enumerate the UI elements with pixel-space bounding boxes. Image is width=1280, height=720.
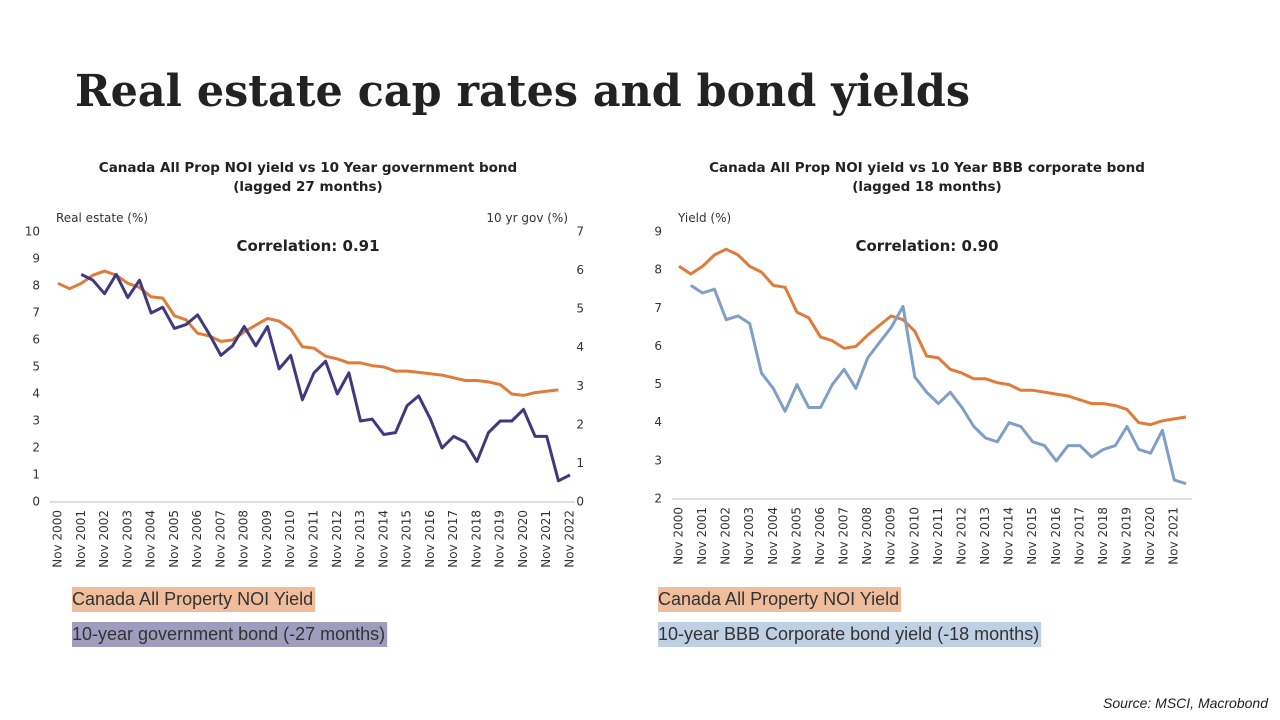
y2-axis-label: 10 yr gov (%): [486, 211, 568, 225]
x-tick-label: Nov 2009: [884, 507, 898, 565]
x-tick-label: Nov 2021: [539, 510, 553, 568]
y-tick-label: 9: [32, 252, 40, 266]
y-tick-label: 0: [32, 495, 40, 509]
series-line: [689, 284, 1187, 486]
x-tick-label: Nov 2016: [423, 510, 437, 568]
y-tick-label: 2: [654, 492, 662, 506]
x-tick-label: Nov 2019: [1120, 507, 1134, 565]
x-tick-label: Nov 2020: [516, 510, 530, 568]
x-tick-label: Nov 2003: [742, 507, 756, 565]
x-tick-label: Nov 2008: [237, 510, 251, 568]
y-tick-label: 4: [654, 415, 662, 429]
x-tick-label: Nov 2000: [672, 507, 686, 565]
x-tick-label: Nov 2022: [563, 510, 577, 568]
y2-tick-label: 2: [576, 417, 584, 431]
x-tick-label: Nov 2009: [260, 510, 274, 568]
x-tick-label: Nov 2015: [1025, 507, 1039, 565]
y-tick-label: 7: [654, 301, 662, 315]
y2-tick-label: 4: [576, 340, 584, 354]
x-tick-label: Nov 2017: [446, 510, 460, 568]
y-tick-label: 2: [32, 441, 40, 455]
legend-entry: 10-year BBB Corporate bond yield (-18 mo…: [658, 624, 1039, 644]
y-tick-label: 6: [654, 339, 662, 353]
x-tick-label: Nov 2007: [837, 507, 851, 565]
x-tick-label: Nov 2011: [307, 510, 321, 568]
x-tick-label: Nov 2000: [51, 510, 65, 568]
y-tick-label: 3: [32, 414, 40, 428]
x-tick-label: Nov 2008: [860, 507, 874, 565]
y2-tick-label: 5: [576, 302, 584, 316]
x-tick-label: Nov 2014: [376, 510, 390, 568]
y2-tick-label: 3: [576, 379, 584, 393]
y-tick-label: 3: [654, 453, 662, 467]
x-tick-label: Nov 2013: [978, 507, 992, 565]
y-tick-label: 8: [32, 279, 40, 293]
x-tick-label: Nov 2004: [144, 510, 158, 568]
x-tick-label: Nov 2012: [330, 510, 344, 568]
x-tick-label: Nov 2006: [190, 510, 204, 568]
x-tick-label: Nov 2021: [1167, 507, 1181, 565]
x-tick-label: Nov 2005: [789, 507, 803, 565]
x-tick-label: Nov 2014: [1002, 507, 1016, 565]
x-tick-label: Nov 2007: [213, 510, 227, 568]
x-tick-label: Nov 2015: [400, 510, 414, 568]
x-tick-label: Nov 2011: [931, 507, 945, 565]
x-tick-label: Nov 2001: [695, 507, 709, 565]
slide-title: Real estate cap rates and bond yields: [75, 66, 970, 117]
chart-subtitle: (lagged 18 months): [852, 179, 1001, 195]
legend-highlight: [72, 587, 316, 612]
x-tick-label: Nov 2017: [1072, 507, 1086, 565]
x-tick-label: Nov 2001: [74, 510, 88, 568]
legend-highlight: [658, 622, 1042, 647]
x-tick-label: Nov 2016: [1049, 507, 1063, 565]
y-tick-label: 6: [32, 333, 40, 347]
legend-highlight: [658, 587, 902, 612]
chart-title: Canada All Prop NOI yield vs 10 Year BBB…: [709, 160, 1145, 176]
y-tick-label: 9: [654, 225, 662, 239]
y2-tick-label: 7: [576, 225, 584, 239]
x-tick-label: Nov 2018: [1096, 507, 1110, 565]
series-line: [678, 247, 1187, 427]
y-axis-label: Yield (%): [677, 211, 731, 225]
legend-entry: Canada All Property NOI Yield: [658, 589, 899, 609]
x-tick-label: Nov 2005: [167, 510, 181, 568]
y-axis-label: Real estate (%): [56, 211, 148, 225]
x-tick-label: Nov 2004: [766, 507, 780, 565]
x-tick-label: Nov 2003: [120, 510, 134, 568]
x-tick-label: Nov 2010: [283, 510, 297, 568]
x-tick-label: Nov 2019: [493, 510, 507, 568]
annotation: Correlation: 0.90: [855, 237, 998, 255]
x-tick-label: Nov 2012: [954, 507, 968, 565]
y-tick-label: 8: [654, 263, 662, 277]
y-tick-label: 10: [25, 225, 40, 239]
chart-title: Canada All Prop NOI yield vs 10 Year gov…: [99, 160, 517, 176]
x-tick-label: Nov 2018: [469, 510, 483, 568]
x-tick-label: Nov 2002: [97, 510, 111, 568]
x-tick-label: Nov 2020: [1143, 507, 1157, 565]
legend-entry: Canada All Property NOI Yield: [72, 589, 313, 609]
y-tick-label: 5: [32, 360, 40, 374]
x-tick-label: Nov 2002: [719, 507, 733, 565]
x-tick-label: Nov 2013: [353, 510, 367, 568]
chart-subtitle: (lagged 27 months): [233, 179, 382, 195]
y-tick-label: 4: [32, 387, 40, 401]
source: Source: MSCI, Macrobond: [1103, 695, 1269, 711]
annotation: Correlation: 0.91: [236, 237, 379, 255]
y-tick-label: 7: [32, 306, 40, 320]
series-line: [80, 272, 571, 483]
y2-tick-label: 0: [576, 495, 584, 509]
legend-entry: 10-year government bond (-27 months): [72, 624, 385, 644]
y2-tick-label: 6: [576, 263, 584, 277]
y2-tick-label: 1: [576, 456, 584, 470]
y-tick-label: 1: [32, 468, 40, 482]
x-tick-label: Nov 2010: [907, 507, 921, 565]
legend-highlight: [72, 622, 388, 647]
x-tick-label: Nov 2006: [813, 507, 827, 565]
y-tick-label: 5: [654, 377, 662, 391]
